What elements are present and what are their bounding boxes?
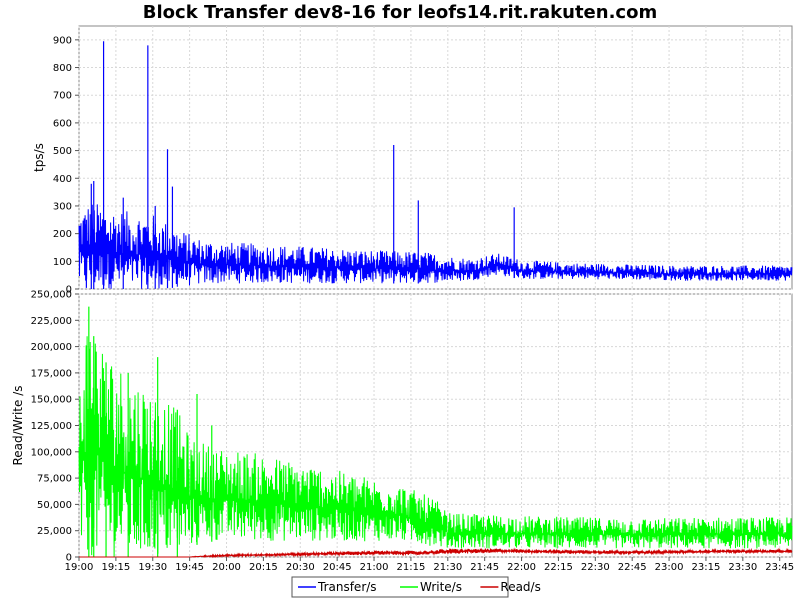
y-tick-label: 200,000 <box>31 342 72 353</box>
y-tick-label: 800 <box>53 63 72 74</box>
transfer-plot-area <box>78 25 793 290</box>
transfer-panel: 0 100 200 300 400 500 600 700 800 900 tps/s <box>32 25 793 296</box>
y-tick-label: 700 <box>53 91 72 102</box>
y-tick-label: 225,000 <box>31 316 72 327</box>
y-tick-label: 250,000 <box>31 290 72 301</box>
y-tick-label: 600 <box>53 118 72 129</box>
legend-label: Read/s <box>500 580 540 594</box>
readwrite-series-group <box>78 306 793 559</box>
transfer-y-axis: 0 100 200 300 400 500 600 700 800 900 <box>53 35 79 296</box>
legend-label: Transfer/s <box>317 580 377 594</box>
y-tick-label: 175,000 <box>31 368 72 379</box>
readwrite-y-axis: 0 25,000 50,000 75,000 100,000 125,000 150,000… <box>31 290 79 564</box>
y-tick-label: 0 <box>66 553 72 564</box>
x-tick-label: 22:15 <box>544 562 573 573</box>
x-tick-label: 23:30 <box>728 562 757 573</box>
chart-title: Block Transfer dev8-16 for leofs14.rit.r… <box>142 2 658 23</box>
y-tick-label: 100 <box>53 257 72 268</box>
x-tick-label: 20:30 <box>286 562 315 573</box>
y-tick-label: 50,000 <box>37 500 72 511</box>
y-tick-label: 0 <box>66 285 72 296</box>
series-line-reads <box>79 547 793 559</box>
y-tick-label: 25,000 <box>37 526 72 537</box>
x-tick-label: 19:00 <box>65 562 94 573</box>
x-axis: 19:00 19:15 19:30 19:45 20:00 20:15 20:30 20:45… <box>65 557 794 573</box>
y-tick-label: 100,000 <box>31 447 72 458</box>
x-tick-label: 22:00 <box>507 562 536 573</box>
x-tick-label: 20:45 <box>323 562 352 573</box>
y-tick-label: 900 <box>53 35 72 46</box>
x-tick-label: 21:45 <box>470 562 499 573</box>
legend-label: Write/s <box>420 580 462 594</box>
x-tick-label: 22:30 <box>581 562 610 573</box>
x-tick-label: 19:45 <box>175 562 204 573</box>
y-tick-label: 500 <box>53 146 72 157</box>
y-tick-label: 75,000 <box>37 474 72 485</box>
y-tick-label: 150,000 <box>31 395 72 406</box>
legend: Transfer/s Write/s Read/s <box>291 576 541 598</box>
y-tick-label: 200 <box>53 229 72 240</box>
x-tick-label: 21:00 <box>360 562 389 573</box>
transfer-grid <box>78 26 792 290</box>
series-line-transfers <box>78 204 793 289</box>
readwrite-y-axis-label: Read/Write /s <box>11 386 25 466</box>
x-tick-label: 20:00 <box>212 562 241 573</box>
x-tick-label: 19:15 <box>101 562 130 573</box>
x-tick-label: 20:15 <box>249 562 278 573</box>
y-tick-label: 400 <box>53 174 72 185</box>
x-tick-label: 23:15 <box>692 562 721 573</box>
x-tick-label: 21:15 <box>396 562 425 573</box>
x-tick-label: 22:45 <box>618 562 647 573</box>
x-tick-label: 21:30 <box>433 562 462 573</box>
series-line-writes <box>78 336 793 557</box>
transfer-series-group <box>78 41 793 289</box>
x-tick-label: 23:00 <box>655 562 684 573</box>
x-tick-label: 19:30 <box>138 562 167 573</box>
readwrite-panel: 0 25,000 50,000 75,000 100,000 125,000 150,000… <box>11 290 793 564</box>
transfer-y-axis-label: tps/s <box>32 143 46 172</box>
x-tick-label: 23:45 <box>765 562 794 573</box>
y-tick-label: 125,000 <box>31 421 72 432</box>
y-tick-label: 300 <box>53 201 72 212</box>
